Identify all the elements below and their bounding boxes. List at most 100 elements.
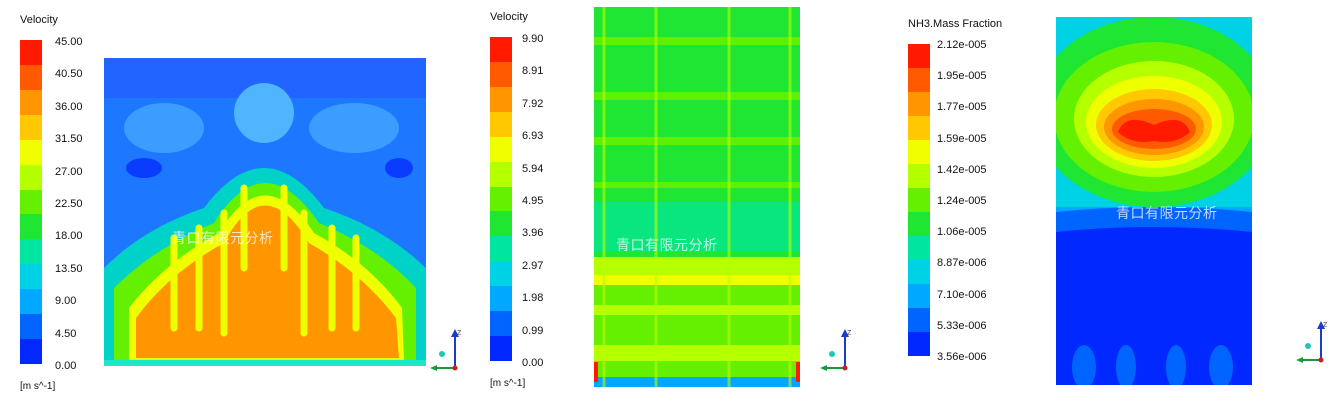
color-band bbox=[490, 236, 512, 262]
color-band bbox=[20, 239, 42, 265]
tick-label: 0.00 bbox=[522, 357, 544, 369]
color-bands bbox=[490, 37, 512, 361]
color-band bbox=[908, 68, 930, 92]
tick-label: 1.24e-005 bbox=[937, 195, 987, 207]
watermark-text: 青口有限元分析 bbox=[1116, 205, 1218, 221]
color-band bbox=[490, 336, 512, 361]
tick-label: 27.00 bbox=[55, 165, 83, 178]
contour-plot: 青口有限元分析 bbox=[1056, 17, 1252, 385]
tick-label: 3.96 bbox=[522, 227, 544, 240]
color-band bbox=[490, 161, 512, 187]
contour-plot: 青口有限元分析 bbox=[104, 58, 426, 366]
tick-label: 22.50 bbox=[55, 198, 83, 210]
color-band bbox=[908, 164, 930, 188]
tick-label: 9.90 bbox=[522, 33, 544, 45]
color-band bbox=[20, 114, 42, 140]
tick-label: 1.98 bbox=[522, 292, 544, 305]
color-band bbox=[908, 284, 930, 308]
tick-label: 1.77e-005 bbox=[937, 101, 987, 114]
color-band bbox=[490, 186, 512, 212]
tick-label: 36.00 bbox=[55, 100, 83, 113]
color-band bbox=[20, 189, 42, 215]
tick-label: 18.00 bbox=[55, 230, 83, 243]
color-band bbox=[490, 211, 512, 237]
color-band bbox=[490, 311, 512, 337]
tick-label: 8.91 bbox=[522, 65, 544, 78]
contour-image bbox=[594, 7, 800, 387]
tick-label: 1.59e-005 bbox=[937, 132, 987, 145]
color-band bbox=[908, 116, 930, 140]
color-bar bbox=[490, 37, 512, 361]
axis-z-label: Z bbox=[1323, 322, 1328, 329]
tick-label: 3.56e-006 bbox=[937, 351, 987, 363]
color-band bbox=[908, 332, 930, 356]
tick-label: 1.06e-005 bbox=[937, 226, 987, 239]
legend-title: Velocity bbox=[20, 14, 58, 26]
tick-label: 2.97 bbox=[522, 259, 544, 272]
color-band bbox=[908, 188, 930, 212]
color-bands bbox=[908, 44, 930, 356]
unit-label: [m s^-1] bbox=[20, 381, 56, 392]
color-band bbox=[20, 64, 42, 90]
tick-label: 1.95e-005 bbox=[937, 70, 987, 83]
tick-label: 4.50 bbox=[55, 327, 77, 340]
color-band bbox=[490, 136, 512, 162]
color-band bbox=[490, 37, 512, 62]
tick-label: 45.00 bbox=[55, 36, 83, 48]
color-band bbox=[20, 289, 42, 315]
color-band bbox=[20, 339, 42, 364]
color-bands bbox=[20, 40, 42, 364]
tick-label: 2.12e-005 bbox=[937, 39, 987, 51]
contour-plot: 青口有限元分析 bbox=[594, 7, 800, 387]
color-band bbox=[490, 286, 512, 312]
watermark-text: 青口有限元分析 bbox=[616, 237, 718, 253]
axis-triad-icon: Z bbox=[820, 329, 852, 371]
panel-velocity-2: Velocity 9.90 8.91 7.92 6.93 5.94 4.95 3.96 2.9… bbox=[470, 0, 870, 407]
color-band bbox=[908, 44, 930, 68]
color-band bbox=[908, 308, 930, 332]
legend-title: Velocity bbox=[490, 11, 528, 23]
color-band bbox=[20, 40, 42, 65]
tick-label: 31.50 bbox=[55, 133, 83, 146]
tick-label: 5.94 bbox=[522, 162, 544, 175]
legend-title: NH3.Mass Fraction bbox=[908, 18, 1003, 30]
watermark-text: 青口有限元分析 bbox=[172, 230, 274, 246]
tick-label: 7.92 bbox=[522, 97, 544, 110]
panel-velocity-1: Velocity 45.00 40.50 36.00 31.50 27.00 22.50 1… bbox=[0, 0, 462, 407]
axis-triad-icon: Z bbox=[1296, 321, 1328, 363]
tick-label: 8.87e-006 bbox=[937, 257, 987, 270]
tick-label: 0.00 bbox=[55, 360, 77, 372]
unit-label: [m s^-1] bbox=[490, 378, 526, 389]
contour-image bbox=[1056, 17, 1252, 385]
color-bar bbox=[908, 44, 930, 356]
color-band bbox=[490, 111, 512, 137]
color-band bbox=[490, 86, 512, 112]
tick-label: 5.33e-006 bbox=[937, 319, 987, 332]
color-band bbox=[20, 164, 42, 190]
tick-label: 9.00 bbox=[55, 295, 77, 308]
color-bar bbox=[20, 40, 42, 364]
color-band bbox=[908, 92, 930, 116]
panel-nh3-mass-fraction: NH3.Mass Fraction 2.12e-005 1.95e-005 1.77… bbox=[890, 0, 1338, 407]
tick-label: 13.50 bbox=[55, 262, 83, 275]
color-band bbox=[20, 264, 42, 290]
tick-label: 40.50 bbox=[55, 68, 83, 81]
axis-z-label: Z bbox=[457, 330, 462, 337]
color-band bbox=[908, 212, 930, 236]
color-band bbox=[20, 139, 42, 165]
tick-label: 1.42e-005 bbox=[937, 163, 987, 176]
color-band bbox=[908, 236, 930, 260]
color-band bbox=[20, 89, 42, 115]
axis-triad-icon: Z bbox=[430, 329, 462, 371]
axis-z-label: Z bbox=[847, 330, 852, 337]
tick-label: 7.10e-006 bbox=[937, 288, 987, 301]
contour-image bbox=[104, 58, 426, 366]
tick-label: 4.95 bbox=[522, 195, 544, 207]
color-band bbox=[908, 140, 930, 164]
color-band bbox=[20, 214, 42, 240]
color-band bbox=[20, 314, 42, 340]
color-band bbox=[908, 260, 930, 284]
color-band bbox=[490, 61, 512, 87]
tick-label: 0.99 bbox=[522, 324, 544, 337]
color-band bbox=[490, 261, 512, 287]
